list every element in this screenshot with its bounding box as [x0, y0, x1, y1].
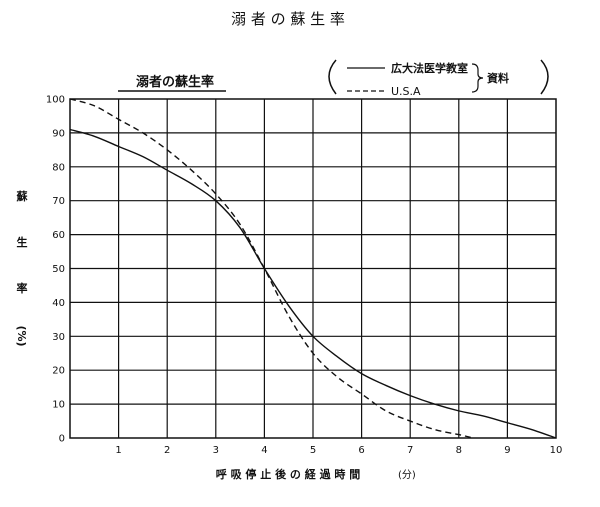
- y-tick-label: 40: [52, 298, 65, 309]
- x-tick-label: 2: [164, 445, 170, 456]
- y-tick-label: 60: [52, 230, 65, 241]
- y-tick-label: 0: [59, 434, 65, 445]
- y-tick-label: 90: [52, 128, 65, 139]
- x-axis-label: 呼 吸 停 止 後 の 経 過 時 間: [216, 467, 360, 481]
- series-line-usa: [69, 98, 474, 439]
- legend-left-paren: [328, 59, 337, 95]
- y-tick-label: 100: [46, 95, 65, 106]
- y-label-char: 生: [17, 235, 28, 249]
- x-tick-label: 9: [504, 445, 510, 456]
- x-unit-label: (分): [398, 469, 416, 481]
- x-tick-label: 5: [310, 445, 316, 456]
- x-tick-label: 3: [213, 445, 219, 456]
- y-unit-label: (%): [15, 325, 28, 346]
- x-tick-label: 4: [261, 445, 267, 456]
- y-tick-label: 30: [52, 332, 65, 343]
- y-tick-label: 10: [52, 400, 65, 411]
- legend-brace: [471, 63, 484, 93]
- series-line-hiroshima: [69, 128, 557, 439]
- y-tick-label: 20: [52, 366, 65, 377]
- legend-source-label: 資料: [487, 71, 509, 85]
- y-label-char: 率: [17, 281, 28, 295]
- x-tick-label: 1: [115, 445, 121, 456]
- page-title: 溺 者 の 蘇 生 率: [231, 10, 345, 28]
- chart-title: 溺者の蘇生率: [136, 74, 214, 90]
- y-tick-label: 50: [52, 264, 65, 275]
- legend-label-solid: 広大法医学教室: [391, 61, 468, 75]
- x-tick-label: 8: [456, 445, 462, 456]
- legend-label-dashed: U.S.A: [391, 85, 421, 98]
- y-label-char: 蘇: [16, 189, 28, 203]
- y-tick-label: 80: [52, 162, 65, 173]
- legend: 広大法医学教室 U.S.A 資料: [328, 59, 549, 98]
- x-tick-label: 6: [358, 445, 364, 456]
- legend-right-paren: [540, 59, 549, 95]
- y-axis-label: 蘇 生 率 (%): [15, 189, 28, 347]
- x-tick-label: 7: [407, 445, 413, 456]
- y-tick-label: 70: [52, 196, 65, 207]
- x-tick-label: 10: [550, 445, 563, 456]
